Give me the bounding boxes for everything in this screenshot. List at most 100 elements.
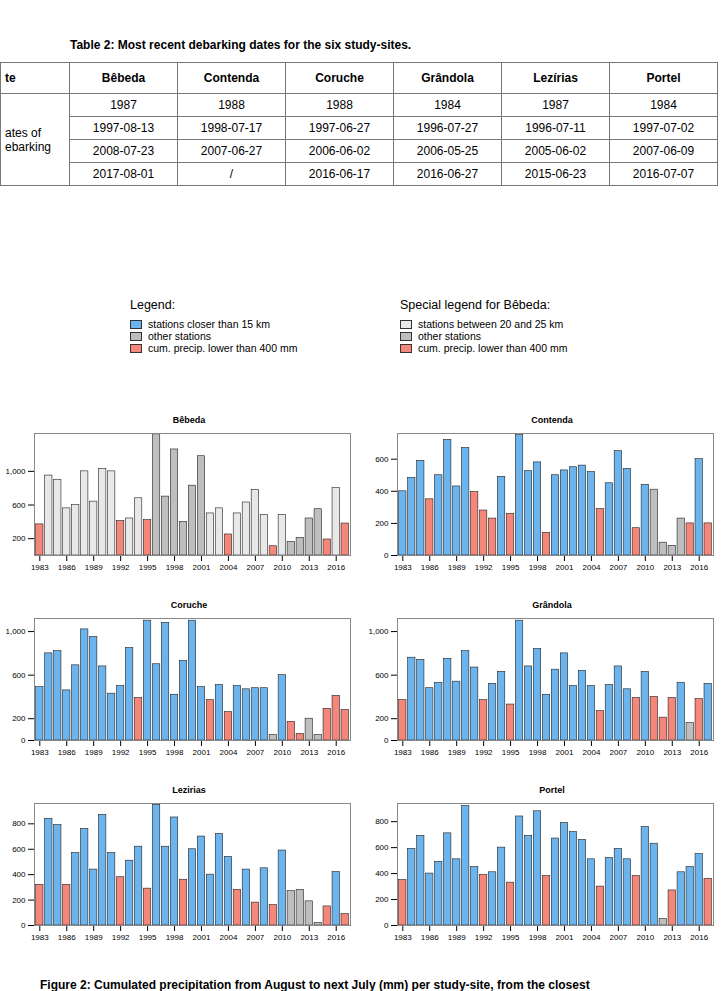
svg-text:1998: 1998 <box>166 748 184 757</box>
svg-text:2013: 2013 <box>300 748 318 757</box>
svg-text:1983: 1983 <box>31 933 49 942</box>
svg-text:200: 200 <box>12 714 26 723</box>
svg-text:1,000: 1,000 <box>5 467 26 476</box>
svg-text:600: 600 <box>12 845 26 854</box>
svg-text:1992: 1992 <box>112 563 130 572</box>
svg-text:600: 600 <box>375 843 389 852</box>
svg-text:1998: 1998 <box>529 748 547 757</box>
svg-text:2004: 2004 <box>220 563 238 572</box>
svg-text:2004: 2004 <box>583 748 601 757</box>
svg-text:1983: 1983 <box>394 933 412 942</box>
svg-text:2001: 2001 <box>556 563 574 572</box>
svg-text:2013: 2013 <box>663 748 681 757</box>
svg-text:200: 200 <box>12 534 26 543</box>
svg-text:1992: 1992 <box>112 748 130 757</box>
svg-text:1998: 1998 <box>529 563 547 572</box>
svg-text:800: 800 <box>375 817 389 826</box>
svg-text:1986: 1986 <box>58 933 76 942</box>
svg-text:1995: 1995 <box>139 748 157 757</box>
svg-text:1995: 1995 <box>502 563 520 572</box>
svg-text:600: 600 <box>12 671 26 680</box>
svg-text:0: 0 <box>384 736 389 745</box>
svg-text:0: 0 <box>21 736 26 745</box>
svg-text:2010: 2010 <box>636 563 654 572</box>
svg-text:1986: 1986 <box>421 933 439 942</box>
svg-text:1989: 1989 <box>85 933 103 942</box>
svg-text:1983: 1983 <box>394 748 412 757</box>
svg-text:1995: 1995 <box>139 933 157 942</box>
svg-text:2004: 2004 <box>583 563 601 572</box>
svg-text:2001: 2001 <box>193 933 211 942</box>
svg-text:1986: 1986 <box>58 563 76 572</box>
svg-text:1992: 1992 <box>475 748 493 757</box>
svg-text:400: 400 <box>375 869 389 878</box>
html-text:ebarking: ebarking <box>5 139 51 154</box>
svg-text:2007: 2007 <box>609 933 627 942</box>
svg-text:400: 400 <box>375 487 389 496</box>
svg-text:600: 600 <box>12 501 26 510</box>
svg-text:1992: 1992 <box>475 563 493 572</box>
svg-text:200: 200 <box>12 896 26 905</box>
svg-text:1983: 1983 <box>31 563 49 572</box>
svg-text:1989: 1989 <box>448 748 466 757</box>
svg-text:2001: 2001 <box>193 748 211 757</box>
svg-text:2001: 2001 <box>556 933 574 942</box>
svg-text:2016: 2016 <box>327 563 345 572</box>
svg-text:2001: 2001 <box>556 748 574 757</box>
svg-text:2013: 2013 <box>663 933 681 942</box>
svg-text:1989: 1989 <box>85 748 103 757</box>
svg-text:2007: 2007 <box>246 933 264 942</box>
svg-text:2007: 2007 <box>609 748 627 757</box>
svg-text:1983: 1983 <box>31 748 49 757</box>
html-text:ates of: ates of <box>5 125 41 140</box>
svg-text:200: 200 <box>375 895 389 904</box>
svg-text:2007: 2007 <box>609 563 627 572</box>
svg-text:200: 200 <box>375 714 389 723</box>
svg-text:2016: 2016 <box>327 933 345 942</box>
svg-text:2016: 2016 <box>327 748 345 757</box>
svg-text:1998: 1998 <box>529 933 547 942</box>
svg-text:600: 600 <box>375 455 389 464</box>
svg-text:2007: 2007 <box>246 748 264 757</box>
svg-text:2004: 2004 <box>220 933 238 942</box>
svg-text:2007: 2007 <box>246 563 264 572</box>
svg-text:1,000: 1,000 <box>368 627 389 636</box>
svg-text:1992: 1992 <box>475 933 493 942</box>
svg-text:1986: 1986 <box>421 748 439 757</box>
svg-text:1989: 1989 <box>85 563 103 572</box>
svg-text:2013: 2013 <box>300 933 318 942</box>
svg-text:1986: 1986 <box>421 563 439 572</box>
svg-text:1992: 1992 <box>112 933 130 942</box>
svg-text:2010: 2010 <box>273 933 291 942</box>
svg-text:2001: 2001 <box>193 563 211 572</box>
svg-text:1995: 1995 <box>502 748 520 757</box>
svg-text:1983: 1983 <box>394 563 412 572</box>
svg-text:2013: 2013 <box>663 563 681 572</box>
svg-text:400: 400 <box>12 870 26 879</box>
svg-text:1989: 1989 <box>448 933 466 942</box>
svg-text:2016: 2016 <box>690 563 708 572</box>
svg-text:800: 800 <box>12 819 26 828</box>
svg-text:0: 0 <box>384 551 389 560</box>
svg-text:2016: 2016 <box>690 933 708 942</box>
svg-text:2010: 2010 <box>636 933 654 942</box>
svg-text:2013: 2013 <box>300 563 318 572</box>
svg-text:1995: 1995 <box>502 933 520 942</box>
html-text:Table 2: Most recent debarking: Table 2: Most recent debarking dates for… <box>70 38 412 52</box>
svg-text:2004: 2004 <box>583 933 601 942</box>
svg-text:1986: 1986 <box>58 748 76 757</box>
svg-text:1998: 1998 <box>166 933 184 942</box>
svg-text:1989: 1989 <box>448 563 466 572</box>
svg-text:2010: 2010 <box>636 748 654 757</box>
svg-text:2004: 2004 <box>220 748 238 757</box>
svg-text:1998: 1998 <box>166 563 184 572</box>
svg-text:0: 0 <box>384 921 389 930</box>
svg-text:0: 0 <box>21 921 26 930</box>
svg-text:600: 600 <box>375 671 389 680</box>
svg-text:1995: 1995 <box>139 563 157 572</box>
svg-text:1,000: 1,000 <box>5 627 26 636</box>
svg-text:2016: 2016 <box>690 748 708 757</box>
svg-text:2010: 2010 <box>273 563 291 572</box>
svg-text:200: 200 <box>375 519 389 528</box>
svg-text:2010: 2010 <box>273 748 291 757</box>
